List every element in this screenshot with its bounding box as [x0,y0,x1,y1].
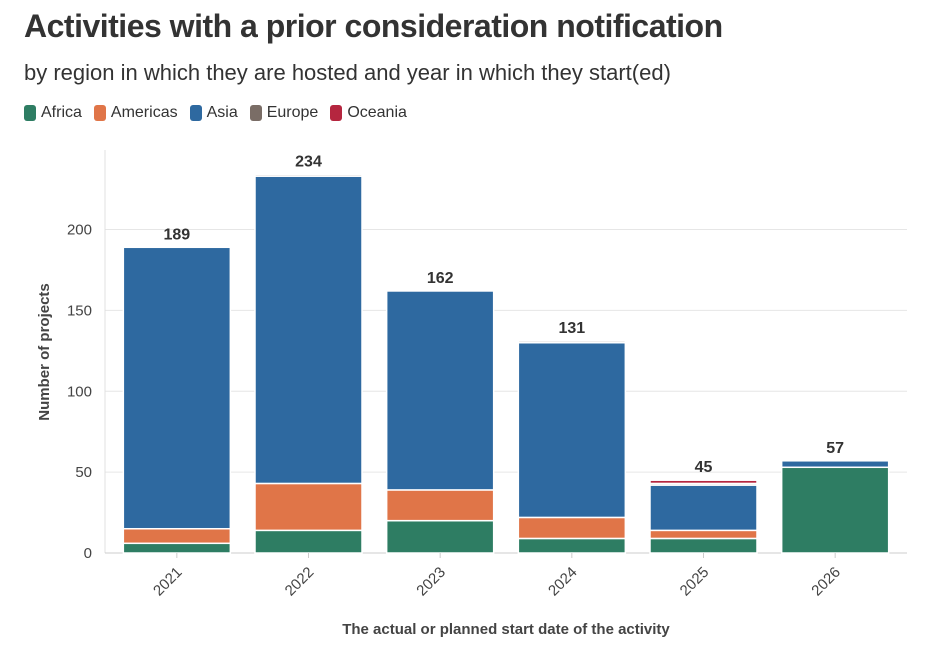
x-tick-label: 2022 [282,564,318,600]
legend-item-africa: Africa [24,104,82,122]
bar-total-label: 131 [558,320,585,337]
legend-swatch [249,105,262,121]
bar-segment-asia [254,175,363,485]
bar-segment-asia [649,484,758,532]
bar-segment-africa [122,542,232,554]
chart-subtitle: by region in which they are hosted and y… [24,60,671,85]
y-tick-label: 150 [67,302,92,319]
bar-segment-oceania [649,479,758,485]
legend-item-asia: Asia [189,104,238,122]
bar-segment-africa [780,466,890,554]
x-tick-label: 2021 [150,564,186,600]
legend-item-oceania: Oceania [330,104,407,122]
bar-segment-europe [517,340,627,344]
legend-item-americas: Americas [93,104,178,122]
legend-swatch [93,105,106,121]
y-tick-label: 200 [67,222,92,239]
x-tick-label: 2023 [413,564,449,600]
x-axis-title: The actual or planned start date of the … [342,621,670,638]
bar-segment-africa [385,519,495,554]
chart-title: Activities with a prior consideration no… [24,8,723,44]
legend-item-europe: Europe [249,104,319,122]
legend-swatch [330,105,343,121]
x-tick-label: 2024 [545,564,581,600]
y-tick-label: 0 [84,545,92,562]
bar-segment-asia [517,341,627,519]
bar-segment-asia [385,290,495,491]
y-tick-label: 100 [67,383,92,400]
legend-label: Asia [206,104,238,121]
legend-label: Americas [110,104,178,121]
bar-segment-africa [649,537,758,554]
bar-total-label: 45 [695,459,713,476]
bar-total-label: 189 [163,226,190,243]
y-axis-title: Number of projects [36,283,53,421]
legend-label: Oceania [347,104,407,121]
bar-segment-americas [254,482,363,532]
bar-segment-americas [122,527,232,545]
bar-segment-asia [122,246,232,530]
bar-total-label: 234 [295,154,322,171]
y-tick-label: 50 [75,464,92,481]
bar-segment-europe [254,173,363,177]
x-tick-label: 2026 [808,564,844,600]
legend-label: Africa [41,104,82,121]
legend-swatch [189,105,202,121]
chart-legend: Africa Americas Asia Europe Oceania [24,104,407,122]
bar-total-label: 57 [826,440,844,457]
legend-swatch [24,105,36,121]
bar-total-label: 162 [427,270,454,287]
bar-segment-africa [517,537,627,554]
bar-segment-americas [649,529,758,540]
bar-segment-asia [780,460,890,469]
bar-segment-americas [517,516,627,540]
bar-segment-africa [254,529,363,554]
bar-segment-americas [385,489,495,522]
x-tick-label: 2025 [677,564,713,600]
legend-label: Europe [266,104,319,121]
